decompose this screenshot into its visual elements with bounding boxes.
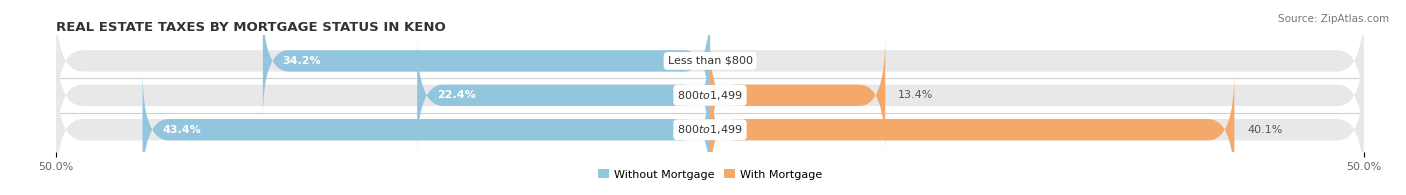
Text: 34.2%: 34.2% [283,56,321,66]
Text: 0.0%: 0.0% [723,56,751,66]
FancyBboxPatch shape [56,3,1364,119]
FancyBboxPatch shape [56,37,1364,153]
Text: Less than $800: Less than $800 [668,56,752,66]
Text: 43.4%: 43.4% [162,125,201,135]
FancyBboxPatch shape [142,72,710,188]
FancyBboxPatch shape [710,72,1234,188]
Text: Source: ZipAtlas.com: Source: ZipAtlas.com [1278,14,1389,24]
Text: 40.1%: 40.1% [1247,125,1282,135]
Text: 22.4%: 22.4% [437,90,475,100]
Text: $800 to $1,499: $800 to $1,499 [678,89,742,102]
Text: 13.4%: 13.4% [898,90,934,100]
FancyBboxPatch shape [710,37,886,153]
FancyBboxPatch shape [56,72,1364,188]
Legend: Without Mortgage, With Mortgage: Without Mortgage, With Mortgage [593,165,827,184]
FancyBboxPatch shape [418,37,710,153]
Text: REAL ESTATE TAXES BY MORTGAGE STATUS IN KENO: REAL ESTATE TAXES BY MORTGAGE STATUS IN … [56,21,446,34]
FancyBboxPatch shape [263,3,710,119]
Text: $800 to $1,499: $800 to $1,499 [678,123,742,136]
